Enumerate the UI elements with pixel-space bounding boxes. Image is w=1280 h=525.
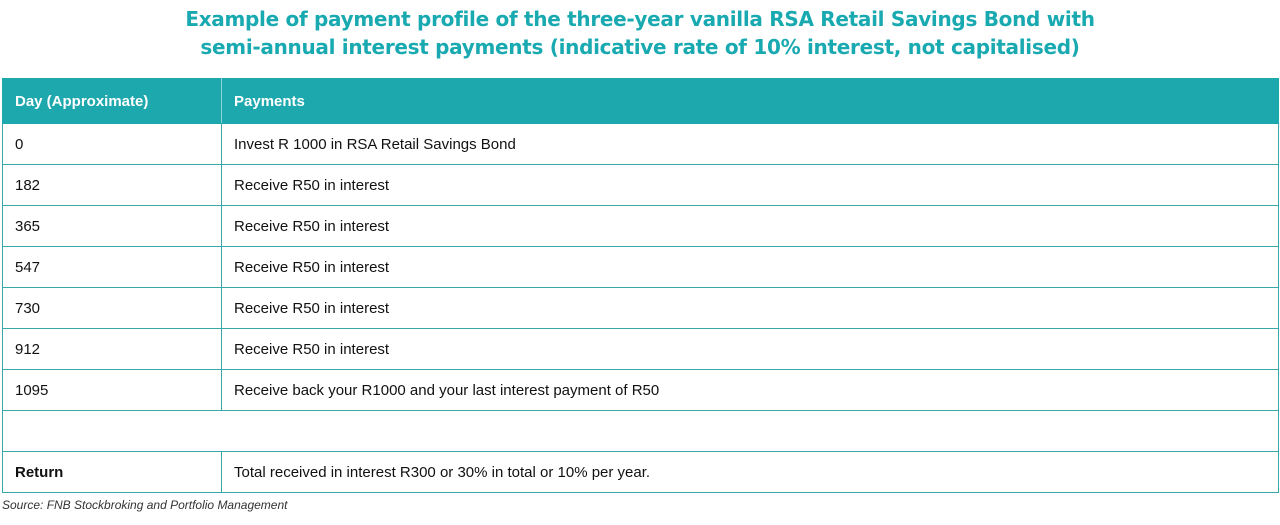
payment-cell: Invest R 1000 in RSA Retail Savings Bond	[221, 123, 1279, 165]
table-row: 365 Receive R50 in interest	[2, 205, 1279, 247]
table-row: 730 Receive R50 in interest	[2, 287, 1279, 329]
day-cell: 1095	[2, 369, 222, 411]
day-cell: 912	[2, 328, 222, 370]
empty-row	[2, 410, 1279, 452]
payment-cell: Receive R50 in interest	[221, 246, 1279, 288]
day-cell: 730	[2, 287, 222, 329]
table-row: 1095 Receive back your R1000 and your la…	[2, 369, 1279, 411]
day-cell: 547	[2, 246, 222, 288]
day-cell: 0	[2, 123, 222, 165]
table-header-row: Day (Approximate) Payments	[2, 78, 1279, 124]
day-cell: 365	[2, 205, 222, 247]
title-line-2: semi-annual interest payments (indicativ…	[200, 35, 1080, 59]
return-label-cell: Return	[2, 451, 222, 493]
payment-cell: Receive R50 in interest	[221, 205, 1279, 247]
table-row: 0 Invest R 1000 in RSA Retail Savings Bo…	[2, 123, 1279, 165]
header-payments: Payments	[221, 78, 1279, 124]
return-row: Return Total received in interest R300 o…	[2, 451, 1279, 493]
return-value-cell: Total received in interest R300 or 30% i…	[221, 451, 1279, 493]
empty-cell	[2, 410, 1279, 452]
payment-cell: Receive back your R1000 and your last in…	[221, 369, 1279, 411]
payment-profile-table: Day (Approximate) Payments 0 Invest R 10…	[2, 78, 1279, 493]
title-line-1: Example of payment profile of the three-…	[185, 7, 1095, 31]
table-row: 182 Receive R50 in interest	[2, 164, 1279, 206]
table-row: 912 Receive R50 in interest	[2, 328, 1279, 370]
payment-cell: Receive R50 in interest	[221, 164, 1279, 206]
page-title: Example of payment profile of the three-…	[0, 5, 1280, 61]
payment-cell: Receive R50 in interest	[221, 328, 1279, 370]
payment-cell: Receive R50 in interest	[221, 287, 1279, 329]
header-day: Day (Approximate)	[2, 78, 222, 124]
table-row: 547 Receive R50 in interest	[2, 246, 1279, 288]
day-cell: 182	[2, 164, 222, 206]
source-note: Source: FNB Stockbroking and Portfolio M…	[2, 498, 288, 512]
